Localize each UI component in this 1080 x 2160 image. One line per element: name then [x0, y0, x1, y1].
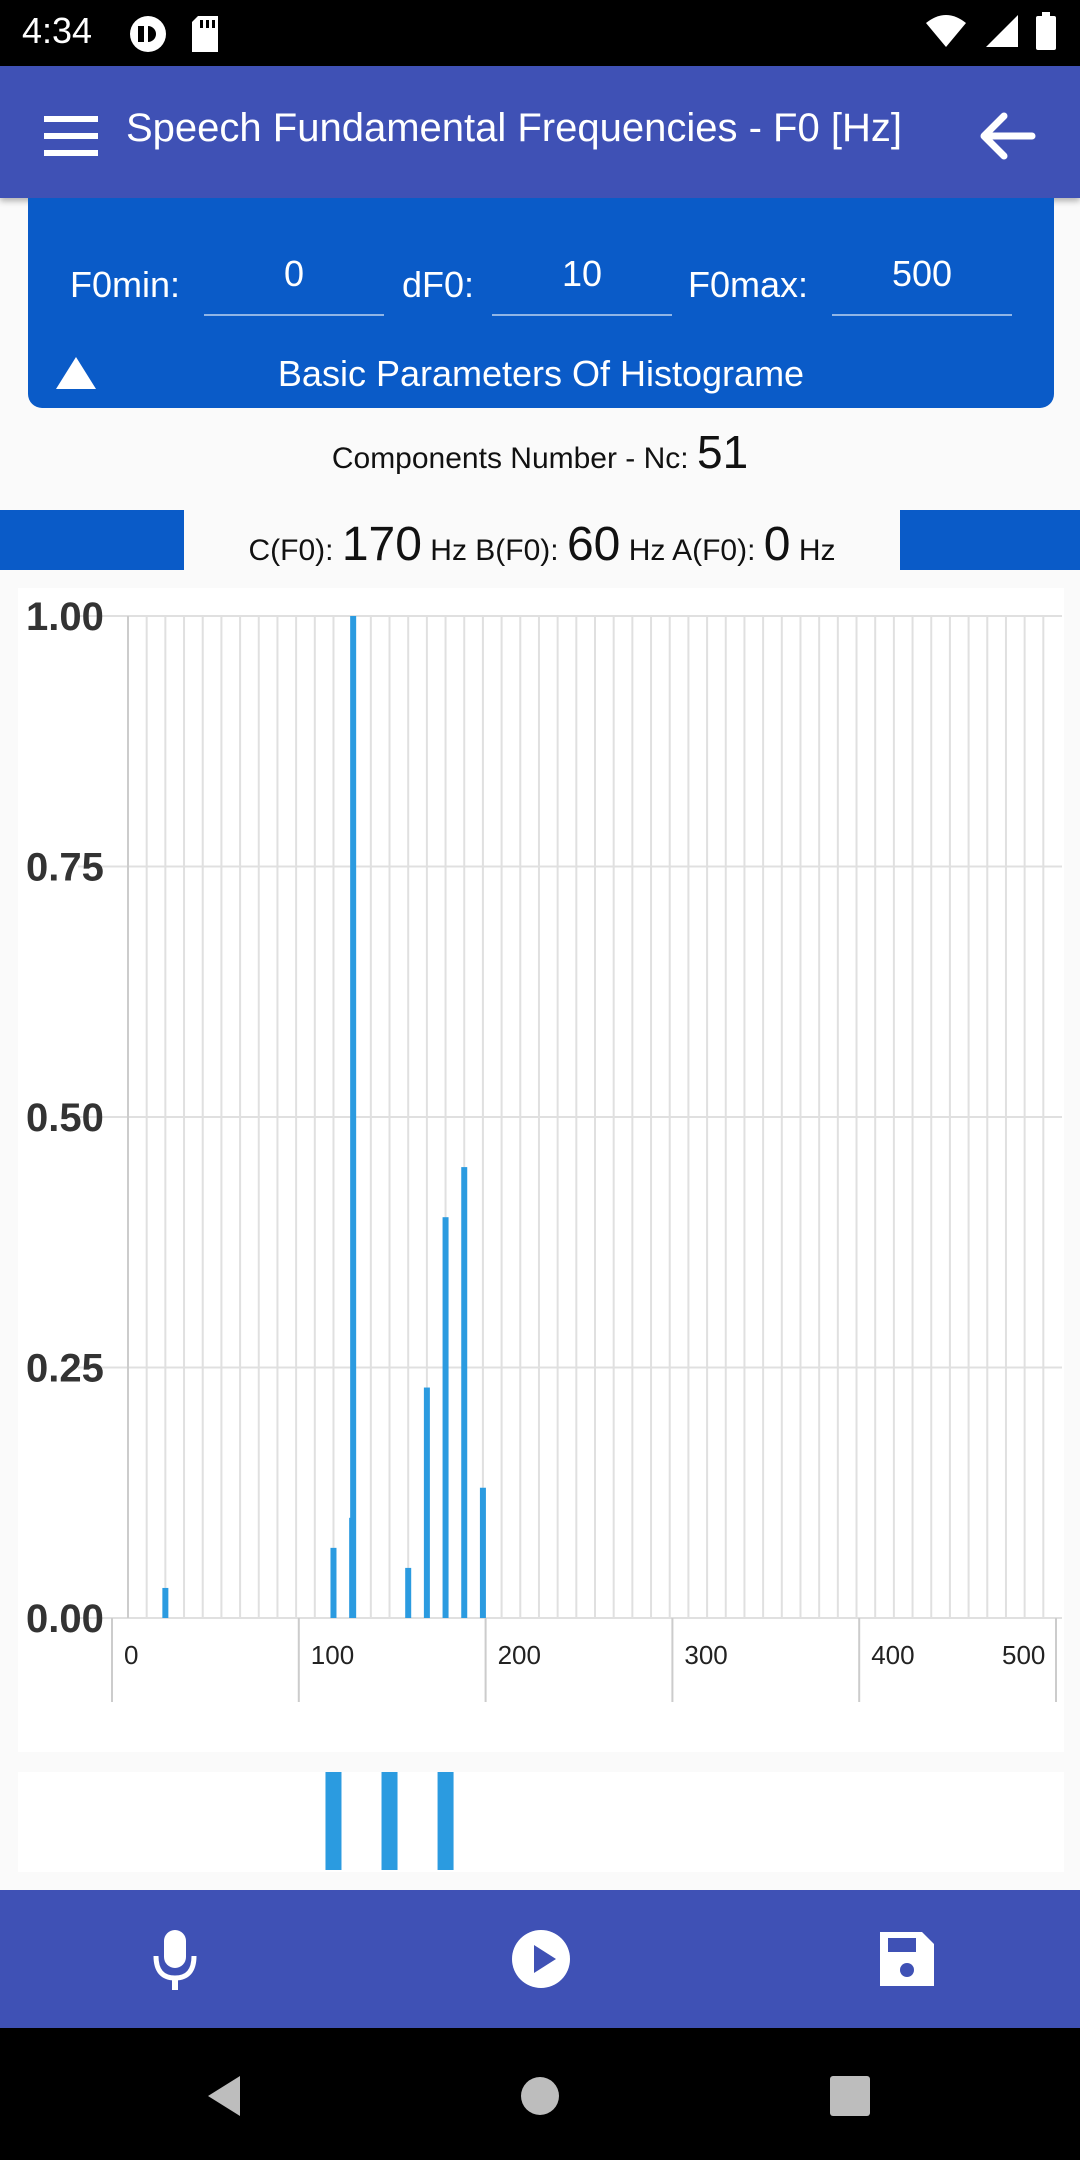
histogram-bar	[405, 1567, 412, 1618]
f0max-field[interactable]: 500	[832, 244, 1012, 316]
b-label: B(F0):	[475, 534, 559, 567]
y-tick-label: 0.00	[26, 1597, 104, 1641]
y-tick-label: 0.25	[26, 1347, 104, 1391]
y-tick-label: 0.75	[26, 846, 104, 890]
histogram-bar	[330, 1547, 337, 1618]
histogram-bar	[442, 1217, 449, 1618]
histogram-bar	[423, 1387, 430, 1618]
f0min-label: F0min:	[70, 264, 181, 305]
b-value: 60	[566, 518, 621, 571]
x-tick-label: 100	[311, 1640, 354, 1670]
mini-strip-chart	[325, 1772, 454, 1870]
y-tick-label: 0.50	[26, 1096, 104, 1140]
histogram-bar	[162, 1587, 169, 1618]
a-label: A(F0):	[672, 534, 756, 567]
stats-bar-right	[900, 510, 1080, 570]
play-icon[interactable]	[510, 1928, 572, 1990]
stats-bar-left	[0, 510, 184, 570]
menu-icon[interactable]	[44, 116, 98, 156]
histogram-bar	[461, 1167, 468, 1618]
x-tick-label: 200	[498, 1640, 541, 1670]
triangle-up-icon[interactable]	[54, 353, 98, 393]
wifi-icon	[926, 15, 966, 47]
nav-home-icon[interactable]	[520, 2076, 560, 2116]
hotspot-icon	[130, 16, 166, 52]
a-unit: Hz	[798, 534, 836, 567]
histogram-card: 0.00 0.25 0.50 0.75 1.00 0 100 200 300 400 500	[18, 588, 1064, 1752]
mini-strip	[18, 1772, 1064, 1872]
sd-card-icon	[192, 16, 218, 52]
x-tick-label: 400	[871, 1640, 914, 1670]
status-time: 4:34	[22, 10, 93, 51]
save-icon[interactable]	[878, 1930, 936, 1988]
df0-label: dF0:	[402, 264, 475, 305]
x-tick-label: 300	[684, 1640, 727, 1670]
histogram-chart: 0.00 0.25 0.50 0.75 1.00 0 100 200 300 400 500	[26, 595, 1062, 1702]
a-value: 0	[763, 518, 791, 571]
components-number: Components Number - Nc: 51	[0, 425, 1080, 479]
c-value: 170	[341, 518, 422, 571]
histogram-bar-peak	[350, 616, 357, 1618]
x-tick-label: 0	[124, 1640, 138, 1670]
parameter-panel: F0min: 0 dF0: 10 F0max: 500 Basic Parame…	[28, 198, 1054, 408]
f0min-field[interactable]: 0	[204, 244, 384, 316]
mini-strip-bar	[381, 1772, 398, 1870]
y-tick-label: 1.00	[26, 595, 104, 639]
app-title: Speech Fundamental Frequencies - F0 [Hz]	[126, 106, 902, 150]
histogram-bar	[479, 1487, 486, 1618]
components-value: 51	[696, 426, 749, 478]
panel-caption[interactable]: Basic Parameters Of Histograme	[277, 353, 805, 394]
components-label: Components Number - Nc:	[331, 442, 689, 475]
bottom-toolbar	[0, 1890, 1080, 2028]
mini-strip-bar	[437, 1772, 454, 1870]
signal-icon	[986, 15, 1018, 47]
app-bar: Speech Fundamental Frequencies - F0 [Hz]	[0, 66, 1080, 198]
back-arrow-icon[interactable]	[980, 112, 1036, 160]
x-tick-label: 500	[1002, 1640, 1045, 1670]
battery-icon	[1036, 12, 1056, 50]
stats-row: C(F0): 170 Hz B(F0): 60 Hz A(F0): 0 Hz	[0, 510, 1080, 571]
nav-recents-icon[interactable]	[830, 2076, 870, 2116]
nav-back-icon[interactable]	[204, 2074, 244, 2118]
c-unit: Hz	[430, 534, 467, 567]
status-bar: 4:34	[0, 0, 1080, 66]
mini-strip-bar	[325, 1772, 342, 1870]
c-label: C(F0):	[248, 534, 334, 567]
df0-field[interactable]: 10	[492, 244, 672, 316]
b-unit: Hz	[628, 534, 666, 567]
system-nav-bar	[0, 2028, 1080, 2160]
stats-text: C(F0): 170 Hz B(F0): 60 Hz A(F0): 0 Hz	[184, 510, 900, 571]
microphone-icon[interactable]	[150, 1928, 200, 1992]
f0max-label: F0max:	[688, 264, 809, 305]
